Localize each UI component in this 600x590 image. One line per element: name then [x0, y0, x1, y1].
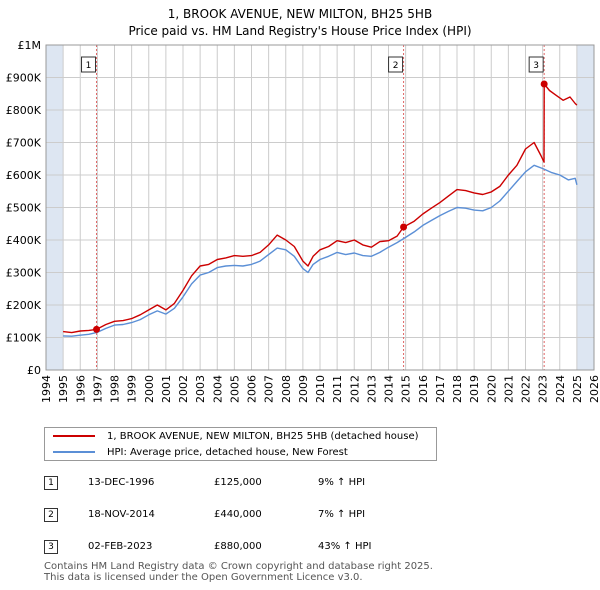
x-tick-label: 1995: [57, 375, 70, 403]
transaction-row: 2 18-NOV-2014 £440,000 7% ↑ HPI: [44, 506, 464, 526]
x-tick-label: 2026: [588, 375, 600, 403]
x-tick-label: 2003: [194, 375, 207, 403]
x-tick-label: 2021: [502, 375, 515, 403]
sale-marker-badge: [388, 56, 404, 73]
transaction-number-badge: 1: [44, 476, 58, 490]
x-tick-label: 1996: [74, 375, 87, 403]
x-tick-label: 2020: [485, 375, 498, 403]
x-tick-label: 2000: [143, 375, 156, 403]
transaction-hpi-diff: 43% ↑ HPI: [318, 541, 372, 552]
sale-point: [400, 223, 408, 231]
x-tick-label: 2022: [520, 375, 533, 403]
x-tick-label: 2001: [160, 375, 173, 403]
x-tick-label: 1999: [126, 375, 139, 403]
x-tick-label: 2011: [331, 375, 344, 403]
x-tick-label: 2024: [554, 375, 567, 403]
sale-point: [93, 325, 101, 333]
x-tick-label: 2012: [348, 375, 361, 403]
sale-point: [540, 80, 548, 88]
legend-item-hpi: HPI: Average price, detached house, New …: [53, 445, 348, 459]
y-tick-label: £800K: [6, 104, 42, 117]
legend-swatch-hpi: [53, 451, 95, 453]
legend-item-property: 1, BROOK AVENUE, NEW MILTON, BH25 5HB (d…: [53, 429, 419, 443]
x-tick-label: 2017: [434, 375, 447, 403]
title-line-2: Price paid vs. HM Land Registry's House …: [128, 24, 472, 38]
x-tick-label: 2016: [417, 375, 430, 403]
x-tick-label: 2019: [468, 375, 481, 403]
x-tick-label: 2013: [365, 375, 378, 403]
price-chart: 1 2 3 £0 £100K £200K £300K £400K £500K £600K £700…: [6, 39, 600, 403]
y-tick-label: £600K: [6, 169, 42, 182]
y-tick-label: £200K: [6, 299, 42, 312]
y-tick-label: £700K: [6, 137, 42, 150]
title-line-1: 1, BROOK AVENUE, NEW MILTON, BH25 5HB: [167, 7, 433, 21]
y-tick-label: £0: [27, 364, 41, 377]
transaction-hpi-diff: 9% ↑ HPI: [318, 477, 366, 488]
x-tick-label: 2008: [280, 375, 293, 403]
y-tick-label: £400K: [6, 234, 42, 247]
legend-label-hpi: HPI: Average price, detached house, New …: [107, 446, 348, 458]
x-tick-label: 1998: [109, 375, 122, 403]
y-tick-label: £900K: [6, 72, 42, 85]
legend: 1, BROOK AVENUE, NEW MILTON, BH25 5HB (d…: [44, 427, 437, 461]
x-tick-label: 2005: [228, 375, 241, 403]
sale-marker-number: 3: [533, 61, 539, 71]
transaction-hpi-diff: 7% ↑ HPI: [318, 509, 366, 520]
x-tick-label: 2002: [177, 375, 190, 403]
sale-marker-number: 1: [86, 61, 92, 71]
transaction-number-badge: 2: [44, 508, 58, 522]
chart-title: 1, BROOK AVENUE, NEW MILTON, BH25 5HB Pr…: [0, 6, 600, 40]
x-tick-label: 2004: [211, 375, 224, 403]
transaction-price: £880,000: [214, 541, 262, 552]
footer-attribution: Contains HM Land Registry data © Crown c…: [44, 561, 433, 583]
y-tick-label: £500K: [6, 202, 42, 215]
plot-area: [45, 44, 595, 371]
transaction-row: 1 13-DEC-1996 £125,000 9% ↑ HPI: [44, 474, 464, 494]
transaction-date: 13-DEC-1996: [88, 477, 155, 488]
transaction-number-badge: 3: [44, 540, 58, 554]
y-tick-label: £100K: [6, 332, 42, 345]
footer-line-1: Contains HM Land Registry data © Crown c…: [44, 561, 433, 572]
x-tick-label: 1994: [40, 375, 53, 403]
transaction-date: 18-NOV-2014: [88, 509, 155, 520]
x-tick-label: 2014: [383, 375, 396, 403]
legend-swatch-property: [53, 435, 95, 437]
footer-line-2: This data is licensed under the Open Gov…: [44, 572, 363, 583]
y-tick-label: £300K: [6, 267, 42, 280]
x-tick-label: 2010: [314, 375, 327, 403]
x-tick-label: 2007: [263, 375, 276, 403]
transaction-row: 3 02-FEB-2023 £880,000 43% ↑ HPI: [44, 538, 464, 558]
x-tick-label: 2018: [451, 375, 464, 403]
sale-marker-badge: [81, 56, 97, 73]
x-tick-label: 2023: [537, 375, 550, 403]
legend-label-property: 1, BROOK AVENUE, NEW MILTON, BH25 5HB (d…: [107, 430, 419, 442]
transaction-price: £125,000: [214, 477, 262, 488]
x-tick-label: 2006: [246, 375, 259, 403]
x-tick-label: 2015: [400, 375, 413, 403]
property-price-line: [63, 83, 578, 334]
transaction-date: 02-FEB-2023: [88, 541, 153, 552]
sale-marker-badge: [528, 56, 544, 73]
hpi-line: [63, 164, 578, 337]
y-tick-label: £1M: [18, 39, 42, 52]
x-tick-label: 1997: [91, 375, 104, 403]
x-tick-label: 2025: [571, 375, 584, 403]
transaction-price: £440,000: [214, 509, 262, 520]
x-tick-label: 2009: [297, 375, 310, 403]
sale-marker-number: 2: [393, 61, 399, 71]
